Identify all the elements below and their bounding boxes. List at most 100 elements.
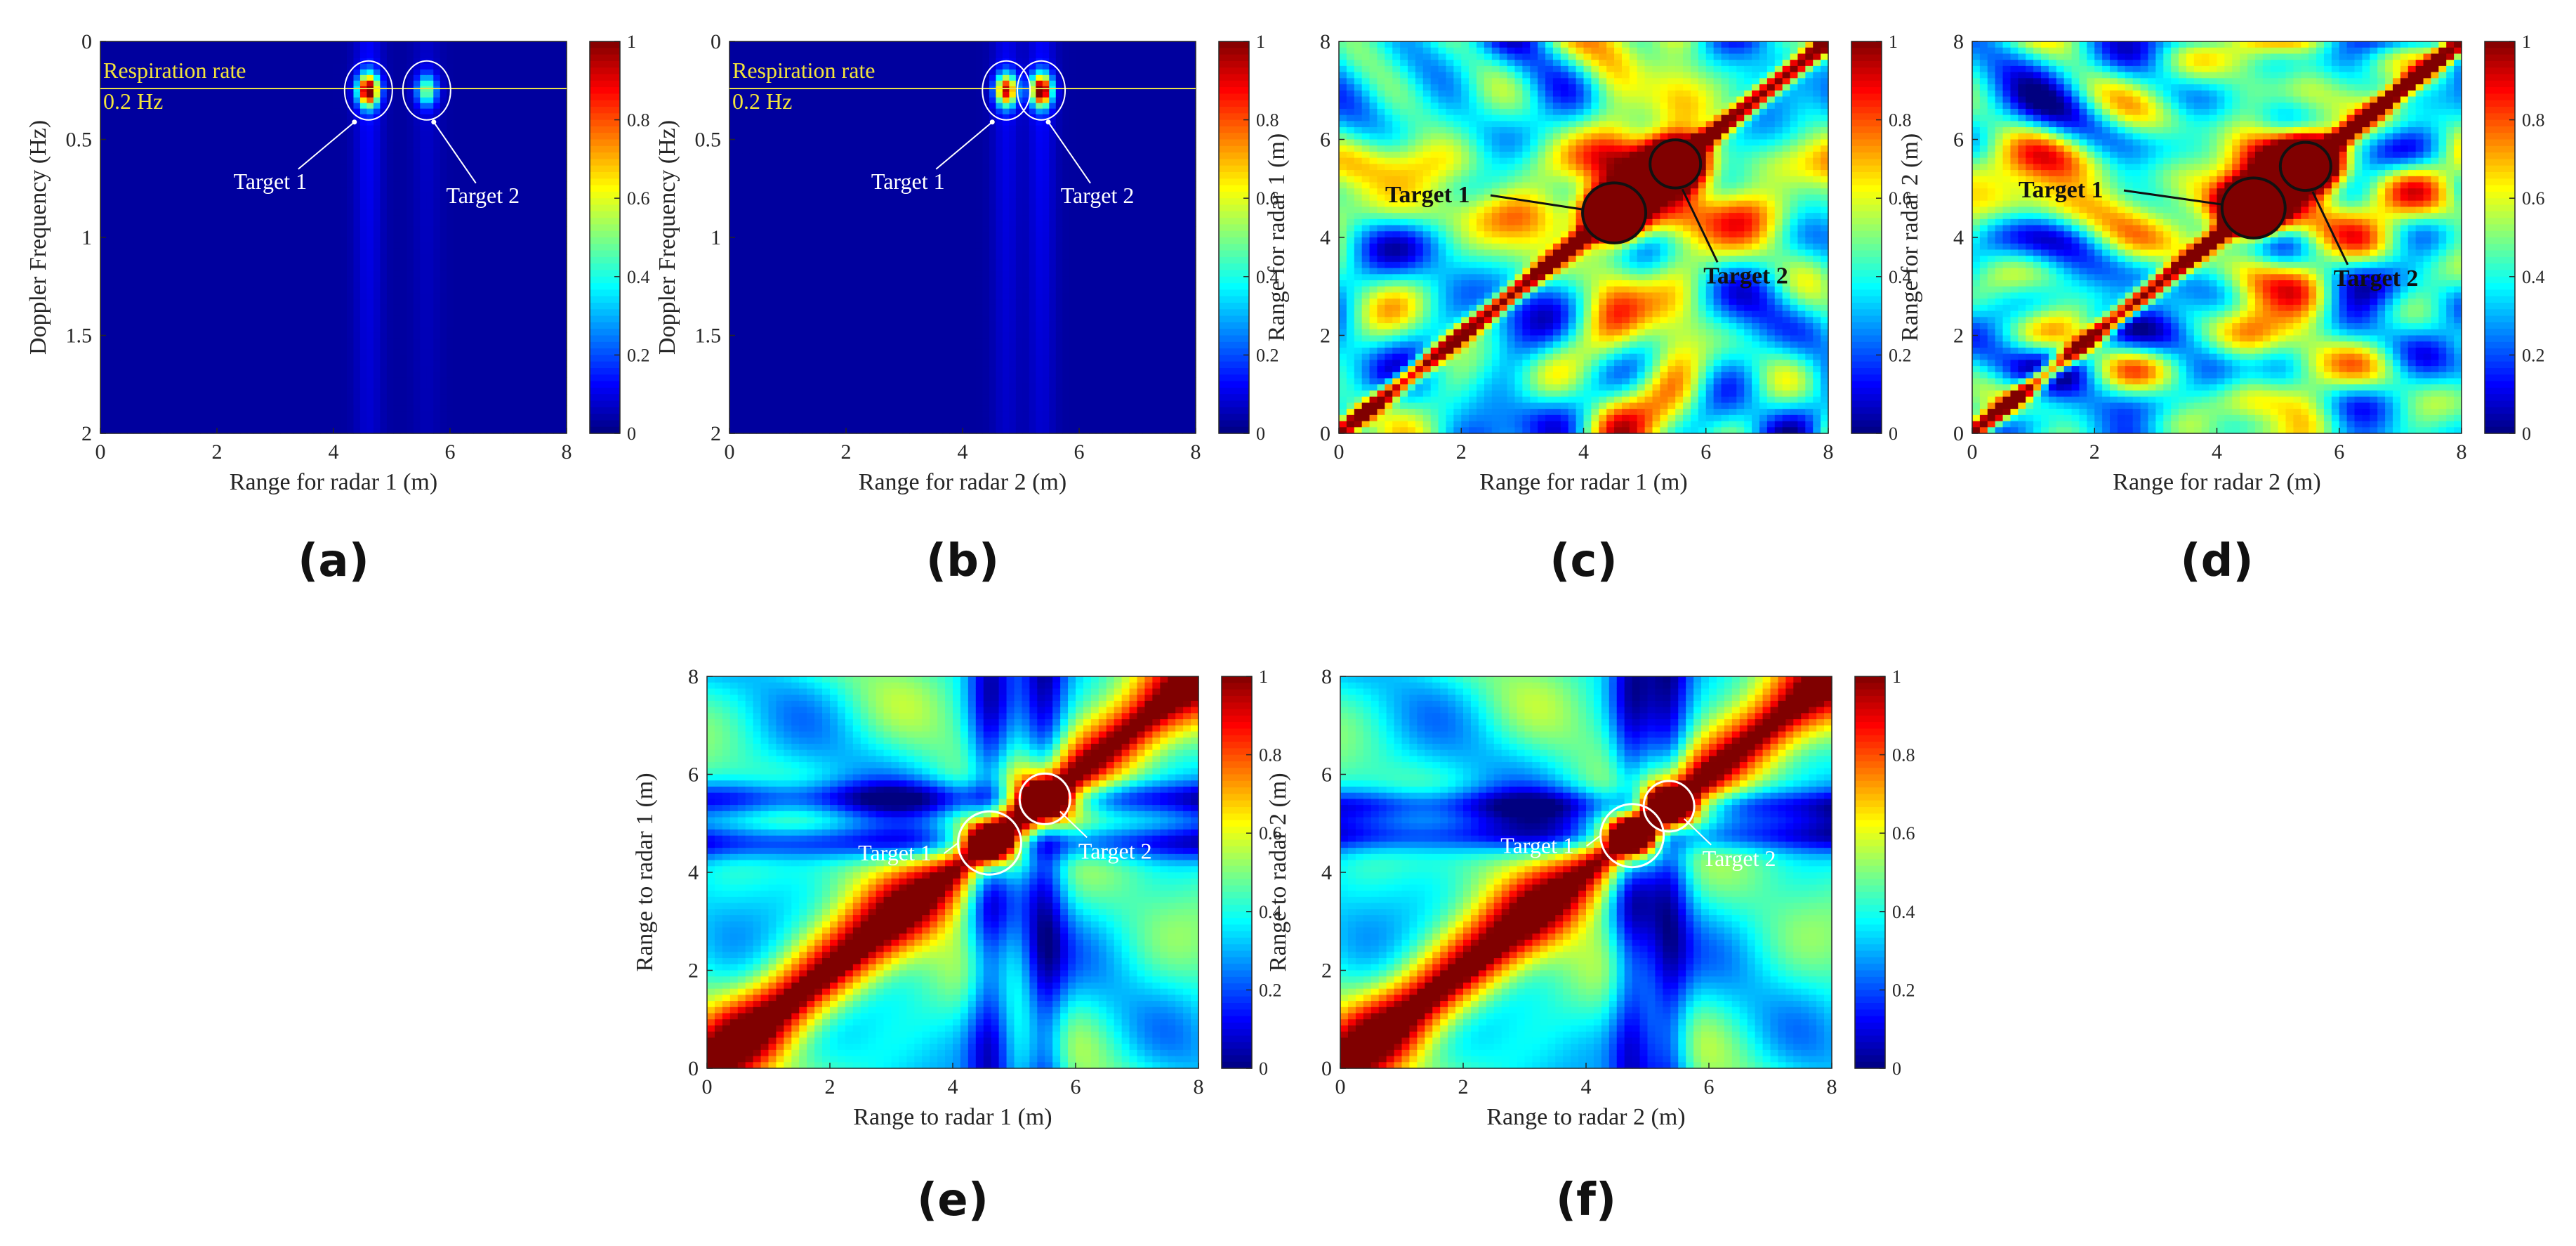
heatmap-cell [487, 265, 494, 272]
heatmap-cell [359, 198, 368, 204]
heatmap-cell [240, 265, 248, 272]
heatmap-cell [366, 349, 374, 355]
heatmap-cell [520, 63, 527, 70]
heatmap-cell [187, 58, 194, 65]
heatmap-cell [393, 388, 401, 395]
heatmap-cell [553, 136, 561, 143]
heatmap-cell [473, 242, 481, 249]
heatmap-cell [413, 343, 421, 350]
heatmap-cell [280, 355, 288, 361]
heatmap-cell [493, 304, 501, 311]
heatmap-cell [386, 265, 394, 272]
heatmap-cell [366, 360, 374, 367]
heatmap-cell [220, 80, 227, 87]
heatmap-cell [147, 192, 154, 199]
heatmap-cell [420, 366, 428, 372]
heatmap-cell [100, 428, 108, 434]
heatmap-cell [407, 304, 414, 311]
heatmap-cell [440, 259, 447, 266]
heatmap-cell [267, 299, 275, 306]
colorbar-step [590, 381, 620, 388]
heatmap-cell [373, 80, 381, 87]
heatmap-cell [200, 91, 208, 98]
heatmap-cell [359, 338, 368, 345]
heatmap-cell [346, 226, 355, 232]
heatmap-cell [273, 282, 281, 289]
heatmap-cell [300, 417, 308, 423]
heatmap-cell [393, 226, 401, 232]
heatmap-cell [533, 125, 541, 132]
heatmap-cell [466, 131, 474, 138]
heatmap-cell [326, 422, 334, 428]
heatmap-cell [527, 400, 534, 406]
heatmap-cell [380, 422, 388, 428]
heatmap-cell [133, 131, 141, 138]
heatmap-cell [466, 360, 474, 367]
heatmap-cell [513, 343, 521, 350]
heatmap-cell [506, 254, 514, 261]
heatmap-cell [320, 321, 328, 328]
heatmap-cell [147, 422, 154, 428]
heatmap-cell [133, 254, 141, 261]
heatmap-cell [366, 282, 374, 289]
heatmap-cell [466, 176, 474, 182]
heatmap-cell [120, 52, 128, 59]
heatmap-cell [153, 276, 161, 283]
heatmap-cell [133, 422, 141, 428]
heatmap-cell [286, 153, 294, 159]
heatmap-cell [393, 400, 401, 406]
heatmap-cell [233, 242, 241, 249]
heatmap-cell [520, 332, 527, 339]
heatmap-cell [213, 417, 221, 423]
heatmap-cell [246, 52, 254, 59]
heatmap-cell [527, 242, 534, 249]
heatmap-cell [100, 349, 108, 355]
heatmap-cell [166, 80, 174, 87]
heatmap-cell [393, 209, 401, 216]
heatmap-cell [380, 355, 388, 361]
colorbar-step [590, 407, 620, 414]
heatmap-cell [173, 221, 181, 227]
heatmap-cell [100, 226, 108, 232]
heatmap-cell [466, 394, 474, 400]
heatmap-cell [359, 86, 368, 93]
heatmap-cell [220, 41, 227, 48]
heatmap-cell [307, 405, 315, 412]
heatmap-cell [440, 142, 447, 149]
heatmap-cell [393, 310, 401, 317]
heatmap-cell [267, 69, 275, 76]
heatmap-cell [160, 176, 168, 182]
heatmap-cell [147, 232, 154, 238]
heatmap-cell [227, 270, 235, 277]
heatmap-cell [193, 400, 201, 406]
heatmap-cell [373, 377, 381, 383]
heatmap-cell [346, 422, 355, 428]
heatmap-cell [540, 265, 548, 272]
heatmap-cell [473, 69, 481, 76]
heatmap-cell [227, 170, 235, 176]
heatmap-cell [313, 58, 321, 65]
heatmap-cell [126, 226, 135, 232]
heatmap-cell [527, 114, 534, 121]
heatmap-cell [233, 74, 241, 81]
heatmap-cell [500, 80, 508, 87]
heatmap-cell [373, 221, 381, 227]
heatmap-cell [267, 254, 275, 261]
heatmap-cell [473, 147, 481, 155]
heatmap-cell [393, 315, 401, 322]
heatmap-cell [227, 125, 235, 132]
heatmap-cell [113, 142, 121, 149]
heatmap-cell [520, 170, 527, 176]
heatmap-cell [246, 355, 254, 361]
heatmap-cell [100, 108, 108, 115]
heatmap-cell [280, 270, 288, 277]
heatmap-cell [473, 221, 481, 227]
heatmap-cell [340, 299, 348, 306]
heatmap-cell [240, 147, 248, 155]
heatmap-cell [346, 259, 355, 266]
heatmap-cell [280, 372, 288, 378]
heatmap-cell [433, 209, 441, 216]
heatmap-cell [373, 388, 381, 395]
heatmap-cell [240, 119, 248, 126]
heatmap-cell [313, 147, 321, 155]
